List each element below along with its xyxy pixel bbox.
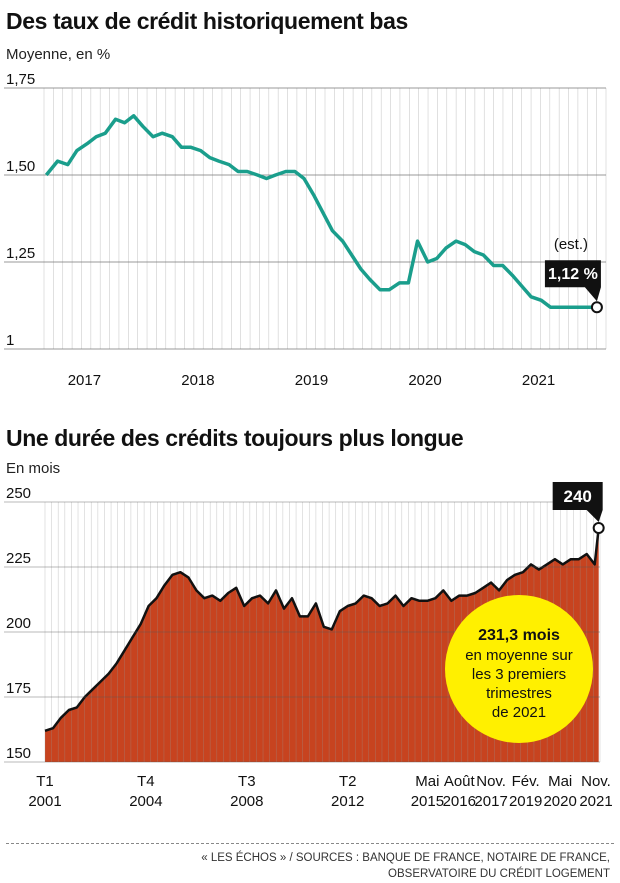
- rates-x-tick-label: 2017: [68, 372, 101, 389]
- duration-x-tick-label: T1: [36, 773, 54, 790]
- duration-x-tick-year: 2004: [129, 793, 162, 810]
- duration-x-tick-label: T2: [339, 773, 357, 790]
- duration-x-tick-year: 2008: [230, 793, 263, 810]
- source-line-2: OBSERVATOIRE DU CRÉDIT LOGEMENT: [388, 868, 610, 880]
- rates-last-value-label: 1,12 %: [548, 266, 598, 283]
- bubble-text-line-1: en moyenne sur: [465, 647, 573, 664]
- footer-divider: [6, 843, 614, 844]
- rates-chart-title: Des taux de crédit historiquement bas: [6, 8, 408, 34]
- duration-x-tick-year: 2019: [509, 793, 542, 810]
- rates-grid: [43, 88, 607, 349]
- source-footer: « LES ÉCHOS » / SOURCES : BANQUE DE FRAN…: [201, 850, 610, 882]
- duration-y-tick-label: 250: [6, 485, 31, 502]
- rates-y-tick-label: 1: [6, 332, 14, 349]
- duration-x-tick-year: 2021: [579, 793, 612, 810]
- duration-last-value-callout: 240: [552, 482, 603, 522]
- duration-x-tick-year: 2017: [474, 793, 507, 810]
- rates-x-axis: 2017 2018 2019 2020 2021: [68, 372, 556, 389]
- duration-x-tick-label: Nov.: [581, 773, 611, 790]
- duration-x-tick-label: Nov.: [476, 773, 506, 790]
- duration-area-chart: 150 175 200 225 250 T1 2001 T4 2004 T3 2008 T2 2012…: [4, 482, 613, 810]
- duration-x-tick-year: 2016: [443, 793, 476, 810]
- bubble-text-line-4: de 2021: [492, 704, 546, 721]
- bubble-text-line-2: les 3 premiers: [472, 666, 566, 683]
- duration-y-tick-label: 175: [6, 680, 31, 697]
- rates-y-tick-label: 1,25: [6, 245, 35, 262]
- bubble-circle: [445, 595, 593, 743]
- rates-last-value-callout: 1,12 %: [544, 260, 601, 302]
- bubble-text-line-3: trimestres: [486, 685, 552, 702]
- duration-y-tick-label: 150: [6, 745, 31, 762]
- duration-chart-title: Une durée des crédits toujours plus long…: [6, 425, 464, 451]
- rates-x-tick-label: 2019: [295, 372, 328, 389]
- duration-last-value-label: 240: [563, 487, 591, 506]
- duration-x-tick-year: 2012: [331, 793, 364, 810]
- rates-last-point-marker: [590, 301, 603, 314]
- rates-line-chart: 1 1,25 1,50 1,75 2017 2018 2019 2020 2021 (est.…: [4, 71, 607, 389]
- duration-x-tick-year: 2001: [28, 793, 61, 810]
- duration-x-tick-label: T4: [137, 773, 155, 790]
- rates-callout-box: [544, 260, 601, 302]
- duration-y-tick-label: 225: [6, 550, 31, 567]
- duration-x-tick-label: Mai: [415, 773, 439, 790]
- duration-last-point-marker: [592, 522, 605, 534]
- average-duration-bubble: 231,3 mois en moyenne sur les 3 premiers…: [445, 595, 593, 743]
- rates-x-tick-label: 2021: [522, 372, 555, 389]
- duration-y-tick-label: 200: [6, 615, 31, 632]
- source-line-1: « LES ÉCHOS » / SOURCES : BANQUE DE FRAN…: [201, 852, 610, 864]
- rates-y-tick-label: 1,75: [6, 71, 35, 88]
- rates-x-tick-label: 2020: [408, 372, 441, 389]
- rates-x-tick-label: 2018: [181, 372, 214, 389]
- duration-x-tick-label: T3: [238, 773, 256, 790]
- duration-x-tick-label: Août: [444, 773, 476, 790]
- duration-x-axis: T12001T42004T32008T22012Mai2015Août2016N…: [28, 773, 612, 810]
- bubble-value: 231,3 mois: [478, 627, 560, 644]
- rates-y-axis: 1 1,25 1,50 1,75: [4, 71, 606, 350]
- duration-x-tick-label: Fév.: [512, 773, 540, 790]
- duration-series-line: [44, 527, 600, 732]
- duration-chart-subtitle: En mois: [6, 460, 61, 477]
- rates-est-label: (est.): [554, 236, 588, 253]
- rates-series-line: [44, 114, 597, 309]
- duration-callout-box: [552, 482, 603, 522]
- duration-x-tick-label: Mai: [548, 773, 572, 790]
- rates-chart-subtitle: Moyenne, en %: [6, 46, 111, 63]
- rates-y-tick-label: 1,50: [6, 158, 35, 175]
- duration-x-tick-year: 2015: [411, 793, 444, 810]
- duration-x-tick-year: 2020: [543, 793, 576, 810]
